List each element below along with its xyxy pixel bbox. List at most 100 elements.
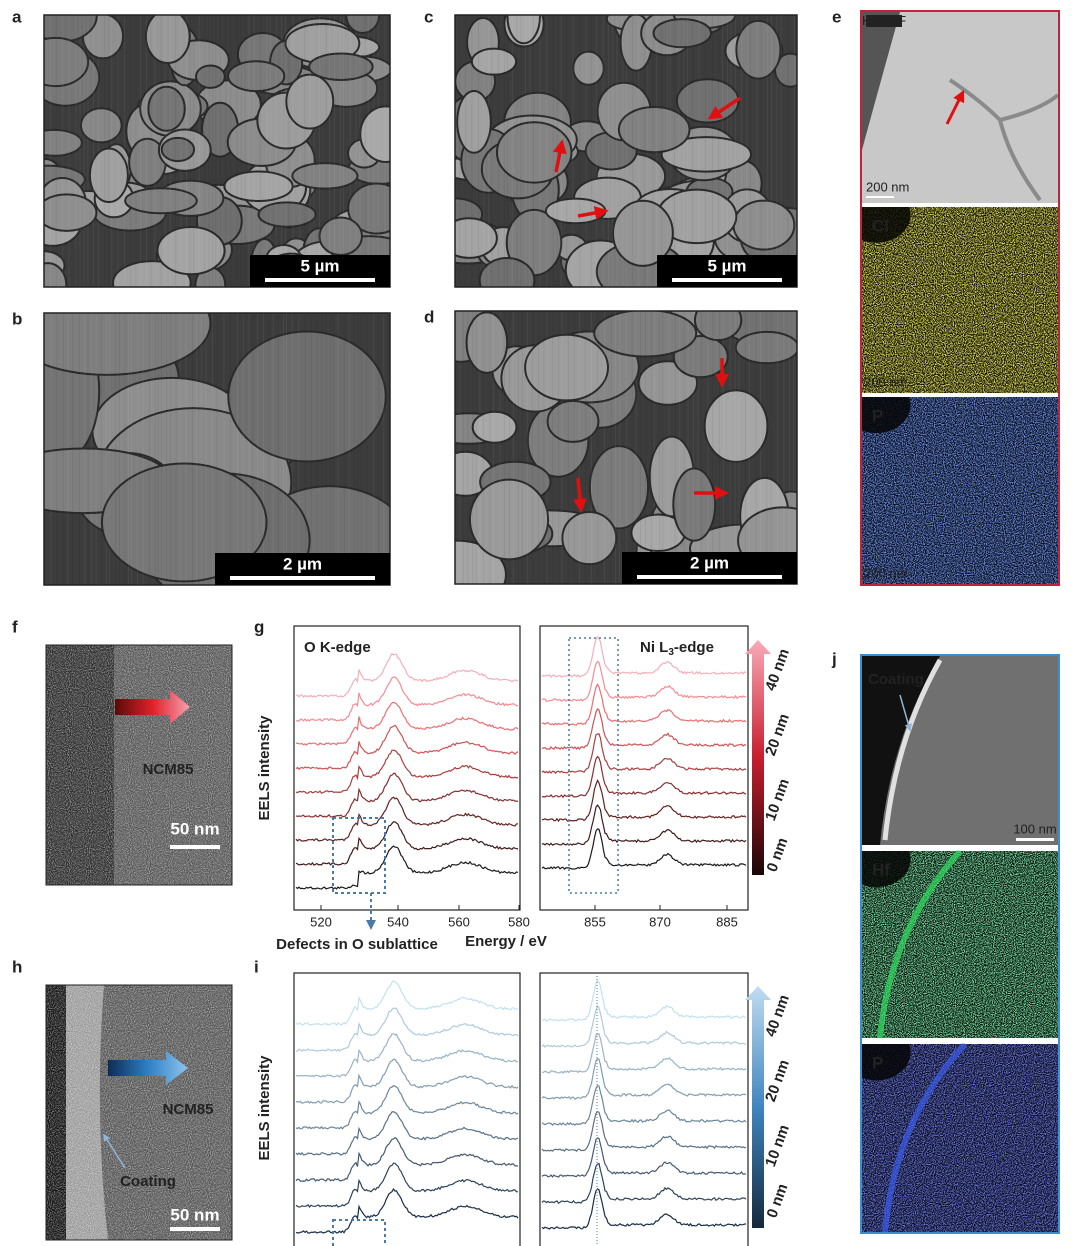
label: 0 nm — [764, 1181, 792, 1220]
grain — [456, 90, 492, 154]
spectra — [541, 636, 747, 870]
scale-bar — [170, 845, 220, 849]
grain — [693, 311, 743, 342]
grain — [44, 313, 212, 376]
spectrum — [541, 1137, 747, 1178]
spectrum — [295, 1007, 519, 1052]
grain — [88, 147, 129, 203]
label: 560 — [448, 914, 470, 929]
scale-bar — [866, 196, 894, 198]
depth-bar — [745, 640, 771, 875]
grain — [144, 15, 191, 65]
grain — [672, 467, 717, 542]
label: 50 nm — [170, 1205, 219, 1224]
label: 5 µm — [300, 256, 339, 275]
label: 20 nm — [762, 1058, 793, 1105]
label: 520 — [310, 914, 332, 929]
particle — [880, 656, 1058, 845]
scale-bar — [170, 1227, 220, 1231]
eds-map — [862, 851, 1058, 1038]
label: 870 — [649, 914, 671, 929]
plot-frame — [539, 625, 749, 911]
spectrum — [295, 1187, 519, 1234]
spectrum — [295, 1084, 519, 1130]
grain — [147, 85, 186, 132]
sem-image — [455, 15, 797, 287]
spectrum — [295, 845, 519, 890]
label: Defects in O sublattice — [276, 936, 438, 953]
grain — [611, 199, 674, 267]
arrow — [572, 477, 587, 513]
spectrum — [296, 652, 519, 699]
grain — [524, 333, 610, 402]
grain — [156, 225, 226, 276]
spectrum — [541, 636, 747, 679]
coating-edge — [882, 658, 943, 841]
panel-label: b — [12, 309, 22, 328]
grain-boundary — [948, 78, 1060, 202]
grain — [495, 121, 573, 184]
grain — [44, 262, 68, 287]
panel-label: i — [254, 957, 259, 976]
grain — [44, 128, 83, 157]
grain — [227, 60, 286, 93]
grain — [347, 182, 390, 235]
label: NCM85 — [143, 761, 194, 778]
grain — [478, 257, 536, 287]
grain — [465, 311, 509, 374]
spectrum — [541, 1057, 747, 1100]
label: 855 — [584, 914, 606, 929]
grain — [561, 510, 618, 566]
label: Coating — [120, 1173, 176, 1190]
panel-label: d — [424, 307, 434, 326]
title-part: Ni L — [640, 639, 668, 656]
depth-arrow — [115, 690, 190, 724]
label: Coating — [868, 671, 924, 688]
label: 20 nm — [762, 712, 793, 759]
scale-bar — [230, 576, 375, 580]
frame — [45, 644, 233, 886]
map-fade — [862, 207, 911, 243]
map-fade — [862, 851, 911, 888]
scale-bar — [265, 278, 375, 282]
arrow — [945, 89, 965, 125]
depth-bar — [745, 986, 771, 1228]
grain — [291, 162, 359, 190]
spectrum — [295, 821, 519, 866]
grain — [675, 78, 740, 124]
arrow — [552, 139, 567, 173]
tem-image — [46, 985, 232, 1240]
spectrum — [295, 796, 519, 842]
grain — [160, 136, 196, 163]
grain — [593, 311, 698, 358]
spectrum — [542, 979, 747, 1022]
spectra — [295, 980, 519, 1234]
pointer — [103, 1133, 126, 1169]
label: 2 µm — [690, 553, 729, 572]
spectrum — [295, 772, 519, 818]
coating-signal — [882, 1041, 968, 1233]
grain — [44, 193, 98, 232]
grain — [735, 19, 782, 80]
frame — [45, 984, 233, 1241]
frame — [43, 14, 391, 288]
plot-frame — [293, 625, 521, 911]
label: 200 nm — [864, 374, 907, 389]
panel-label: j — [831, 649, 837, 668]
grain — [588, 445, 650, 530]
noise — [46, 985, 232, 1240]
spectrum — [541, 1188, 747, 1230]
grain — [79, 107, 123, 144]
panel-label: c — [424, 7, 433, 26]
panel-label: f — [12, 617, 18, 636]
spectrum — [295, 980, 519, 1027]
label: Cl — [872, 216, 889, 235]
coating-signal — [877, 849, 963, 1039]
spectra — [541, 979, 747, 1230]
spectrum — [541, 1162, 747, 1205]
panel-label: e — [832, 7, 841, 26]
label: 200 nm — [864, 565, 907, 580]
grain — [223, 170, 294, 202]
title-part: -edge — [674, 639, 714, 656]
